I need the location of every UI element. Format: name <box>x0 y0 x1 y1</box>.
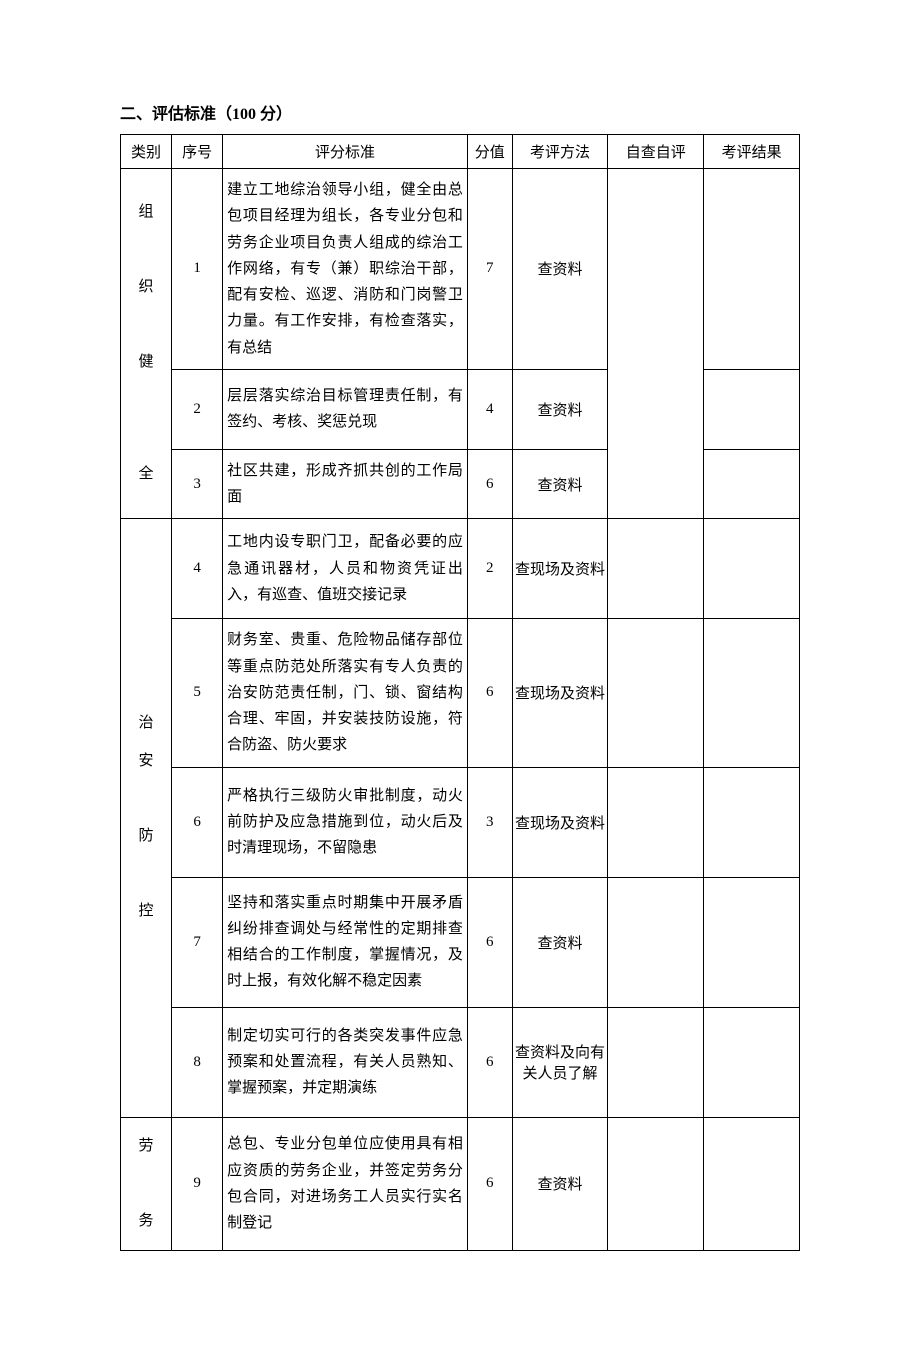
result-cell <box>704 767 800 877</box>
score-cell: 6 <box>467 449 512 519</box>
result-cell <box>704 619 800 767</box>
score-cell: 4 <box>467 369 512 449</box>
table-header-row: 类别 序号 评分标准 分值 考评方法 自查自评 考评结果 <box>121 135 800 169</box>
table-row: 8 制定切实可行的各类突发事件应急预案和处置流程，有关人员熟知、掌握预案，并定期… <box>121 1007 800 1117</box>
result-cell <box>704 519 800 619</box>
result-cell <box>704 877 800 1007</box>
num-cell: 7 <box>172 877 223 1007</box>
section-title: 二、评估标准（100 分） <box>120 100 800 124</box>
method-cell: 查资料 <box>512 369 608 449</box>
standard-cell: 层层落实综治目标管理责任制，有签约、考核、奖惩兑现 <box>223 369 468 449</box>
header-num: 序号 <box>172 135 223 169</box>
category-cell-3: 劳 务 <box>121 1117 172 1251</box>
self-cell <box>608 619 704 767</box>
method-cell: 查现场及资料 <box>512 519 608 619</box>
num-cell: 5 <box>172 619 223 767</box>
score-cell: 3 <box>467 767 512 877</box>
method-cell: 查资料 <box>512 169 608 370</box>
header-category: 类别 <box>121 135 172 169</box>
standard-cell: 社区共建，形成齐抓共创的工作局面 <box>223 449 468 519</box>
self-cell <box>608 169 704 519</box>
table-row: 组 织 健 全 1 建立工地综治领导小组，健全由总包项目经理为组长，各专业分包和… <box>121 169 800 370</box>
self-cell <box>608 767 704 877</box>
self-cell <box>608 1117 704 1251</box>
score-cell: 2 <box>467 519 512 619</box>
score-cell: 6 <box>467 877 512 1007</box>
category-cell-1: 组 织 健 全 <box>121 169 172 519</box>
method-cell: 查资料 <box>512 1117 608 1251</box>
num-cell: 9 <box>172 1117 223 1251</box>
evaluation-table: 类别 序号 评分标准 分值 考评方法 自查自评 考评结果 组 织 健 全 1 建… <box>120 134 800 1251</box>
table-row: 7 坚持和落实重点时期集中开展矛盾纠纷排查调处与经常性的定期排查相结合的工作制度… <box>121 877 800 1007</box>
num-cell: 4 <box>172 519 223 619</box>
result-cell <box>704 369 800 449</box>
header-score: 分值 <box>467 135 512 169</box>
header-result: 考评结果 <box>704 135 800 169</box>
table-row: 治 安 防 控 4 工地内设专职门卫，配备必要的应急通讯器材，人员和物资凭证出入… <box>121 519 800 619</box>
score-cell: 6 <box>467 1007 512 1117</box>
method-cell: 查资料 <box>512 449 608 519</box>
standard-cell: 财务室、贵重、危险物品储存部位等重点防范处所落实有专人负责的治安防范责任制，门、… <box>223 619 468 767</box>
method-cell: 查现场及资料 <box>512 767 608 877</box>
num-cell: 3 <box>172 449 223 519</box>
table-row: 5 财务室、贵重、危险物品储存部位等重点防范处所落实有专人负责的治安防范责任制，… <box>121 619 800 767</box>
category-cell-2: 治 安 防 控 <box>121 519 172 1117</box>
table-row: 劳 务 9 总包、专业分包单位应使用具有相应资质的劳务企业，并签定劳务分包合同，… <box>121 1117 800 1251</box>
standard-cell: 严格执行三级防火审批制度，动火前防护及应急措施到位，动火后及时清理现场，不留隐患 <box>223 767 468 877</box>
header-method: 考评方法 <box>512 135 608 169</box>
header-self: 自查自评 <box>608 135 704 169</box>
self-cell <box>608 1007 704 1117</box>
score-cell: 6 <box>467 619 512 767</box>
standard-cell: 总包、专业分包单位应使用具有相应资质的劳务企业，并签定劳务分包合同，对进场务工人… <box>223 1117 468 1251</box>
standard-cell: 建立工地综治领导小组，健全由总包项目经理为组长，各专业分包和劳务企业项目负责人组… <box>223 169 468 370</box>
method-cell: 查资料 <box>512 877 608 1007</box>
score-cell: 6 <box>467 1117 512 1251</box>
standard-cell: 工地内设专职门卫，配备必要的应急通讯器材，人员和物资凭证出入，有巡查、值班交接记… <box>223 519 468 619</box>
num-cell: 6 <box>172 767 223 877</box>
result-cell <box>704 1007 800 1117</box>
standard-cell: 制定切实可行的各类突发事件应急预案和处置流程，有关人员熟知、掌握预案，并定期演练 <box>223 1007 468 1117</box>
table-row: 6 严格执行三级防火审批制度，动火前防护及应急措施到位，动火后及时清理现场，不留… <box>121 767 800 877</box>
num-cell: 2 <box>172 369 223 449</box>
header-standard: 评分标准 <box>223 135 468 169</box>
self-cell <box>608 877 704 1007</box>
method-cell: 查现场及资料 <box>512 619 608 767</box>
num-cell: 8 <box>172 1007 223 1117</box>
self-cell <box>608 519 704 619</box>
result-cell <box>704 449 800 519</box>
standard-cell: 坚持和落实重点时期集中开展矛盾纠纷排查调处与经常性的定期排查相结合的工作制度，掌… <box>223 877 468 1007</box>
num-cell: 1 <box>172 169 223 370</box>
result-cell <box>704 169 800 370</box>
result-cell <box>704 1117 800 1251</box>
score-cell: 7 <box>467 169 512 370</box>
method-cell: 查资料及向有关人员了解 <box>512 1007 608 1117</box>
